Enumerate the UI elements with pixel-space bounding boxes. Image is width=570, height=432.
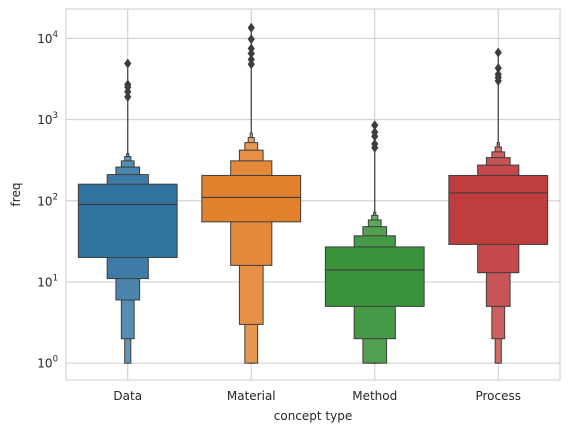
outlier-point — [247, 48, 255, 59]
series-process — [448, 47, 549, 364]
outlier-point — [247, 22, 255, 33]
y-tick-exponent: 1 — [53, 273, 58, 283]
x-tick-labels: Data Material Method Process — [113, 389, 521, 403]
y-tick-exponent: 4 — [53, 30, 58, 40]
series-data — [77, 58, 178, 364]
x-axis-label: concept type — [274, 409, 352, 423]
outlier-point — [371, 120, 379, 131]
y-tick-exponent: 3 — [53, 111, 58, 121]
boxen-box — [448, 174, 549, 245]
outlier-point — [247, 34, 255, 45]
x-tick-label: Process — [475, 389, 521, 403]
x-tick-label: Material — [227, 389, 276, 403]
y-tick-exponent: 2 — [53, 192, 58, 202]
y-tick-exponent: 0 — [53, 355, 58, 365]
y-tick-base: 10 — [37, 32, 52, 46]
y-tick-label: 100 — [37, 355, 58, 371]
x-tick-label: Method — [352, 389, 397, 403]
outlier-point — [247, 43, 255, 54]
y-tick-base: 10 — [37, 357, 52, 371]
y-axis-label: freq — [9, 183, 23, 207]
outlier-point — [124, 79, 132, 90]
y-tick-label: 101 — [37, 273, 58, 289]
outlier-point — [494, 69, 502, 80]
boxen-box — [324, 246, 425, 307]
outlier-point — [124, 58, 132, 69]
plot-frame — [65, 8, 561, 381]
outlier-point — [494, 47, 502, 58]
outlier-point — [247, 54, 255, 65]
outlier-point — [371, 127, 379, 138]
y-tick-label: 103 — [37, 111, 58, 127]
boxen-box — [77, 183, 178, 259]
y-tick-base: 10 — [37, 194, 52, 208]
series-material — [201, 22, 302, 364]
y-tick-label: 104 — [37, 30, 58, 46]
series-method — [324, 120, 425, 364]
x-tick-label: Data — [113, 389, 142, 403]
y-tick-base: 10 — [37, 275, 52, 289]
outlier-point — [124, 91, 132, 102]
outlier-point — [494, 63, 502, 74]
boxen-plot-area — [77, 22, 549, 364]
y-tick-label: 102 — [37, 192, 58, 208]
y-tick-base: 10 — [37, 113, 52, 127]
boxen-box — [201, 174, 302, 223]
outlier-point — [371, 139, 379, 150]
